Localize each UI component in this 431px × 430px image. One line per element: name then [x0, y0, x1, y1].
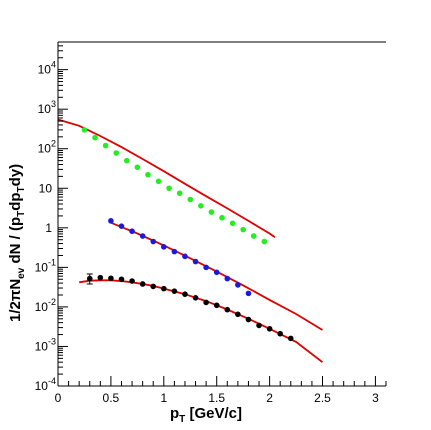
data-point-series-2	[224, 275, 231, 282]
data-point-series-3	[118, 276, 125, 283]
x-axis-title: pT [GeV/c]	[170, 405, 242, 425]
data-point-series-3	[277, 330, 283, 337]
y-tick-label: 10	[39, 181, 53, 195]
data-point-series-1	[187, 196, 194, 203]
data-point-series-3	[203, 299, 209, 306]
data-point-series-3	[129, 278, 135, 284]
data-point-series-3	[86, 275, 93, 282]
data-points	[81, 127, 294, 342]
data-point-series-3	[256, 322, 262, 329]
x-tick-label: 0.5	[103, 391, 120, 405]
y-tick-label: 10-1	[35, 257, 56, 274]
data-point-series-3	[182, 291, 188, 297]
x-tick-label: 3	[372, 391, 379, 405]
data-point-series-2	[171, 248, 178, 255]
y-tick-label: 10-3	[35, 336, 56, 353]
data-point-series-2	[213, 269, 220, 276]
fit-curves	[57, 118, 324, 363]
data-point-series-1	[123, 157, 130, 164]
data-point-series-3	[245, 316, 252, 323]
fit-curve-3	[79, 279, 324, 363]
data-point-series-2	[161, 244, 167, 250]
data-point-series-1	[198, 203, 204, 209]
data-point-series-2	[235, 282, 241, 288]
data-point-series-3	[161, 285, 167, 292]
x-tick-label: 2.5	[314, 391, 331, 405]
data-point-series-2	[203, 264, 209, 271]
data-point-series-3	[150, 283, 157, 290]
data-point-series-1	[155, 178, 162, 185]
data-point-series-3	[192, 294, 199, 301]
data-point-series-1	[229, 220, 236, 227]
data-point-series-3	[235, 311, 241, 318]
y-axis-title: 1/2πNev dN / (pTdpTdy)	[7, 164, 27, 322]
data-point-series-3	[139, 281, 146, 287]
y-tick-label: 1	[45, 221, 52, 235]
data-point-series-1	[102, 142, 109, 149]
data-point-series-1	[81, 127, 88, 133]
x-tick-label: 1	[160, 391, 167, 405]
data-point-series-2	[182, 253, 188, 260]
data-point-series-3	[171, 288, 178, 294]
data-point-series-2	[129, 228, 135, 235]
data-point-series-1	[92, 134, 98, 141]
data-point-series-1	[176, 190, 183, 197]
data-point-series-2	[150, 238, 157, 245]
x-tick-label: 2	[266, 391, 273, 405]
axes	[57, 41, 386, 387]
y-tick-label: 10-2	[35, 297, 56, 314]
data-point-series-2	[139, 233, 146, 239]
data-point-series-3	[213, 302, 220, 309]
data-point-series-1	[219, 214, 225, 221]
data-point-series-3	[97, 274, 104, 281]
x-tick-label: 1.5	[208, 391, 225, 405]
y-tick-label: 104	[38, 60, 56, 77]
y-tick-label: 10-4	[35, 376, 56, 393]
data-point-series-2	[108, 218, 114, 224]
data-point-series-2	[118, 223, 125, 229]
data-point-series-2	[245, 290, 252, 297]
data-point-series-3	[224, 306, 231, 313]
y-ticks: 10-4 10-3 10-2 10-1 1 10 102 103 104	[35, 41, 68, 393]
fit-curve-1	[57, 118, 276, 238]
data-point-series-1	[261, 238, 268, 245]
y-tick-label: 103	[38, 99, 56, 116]
data-point-series-3	[266, 325, 273, 332]
data-point-series-2	[192, 258, 199, 265]
data-point-series-1	[113, 150, 119, 156]
data-point-series-3	[108, 275, 114, 282]
data-point-series-1	[145, 171, 151, 178]
data-point-series-1	[250, 233, 257, 239]
data-point-series-1	[166, 185, 172, 192]
y-tick-label: 102	[38, 139, 56, 156]
x-tick-label: 0	[55, 391, 62, 405]
data-point-series-1	[134, 164, 141, 171]
x-ticks: 0 0.5 1 1.5 2 2.5 3	[55, 376, 387, 405]
data-point-series-1	[208, 209, 215, 215]
data-point-series-3	[287, 335, 294, 342]
data-point-series-1	[240, 226, 246, 233]
